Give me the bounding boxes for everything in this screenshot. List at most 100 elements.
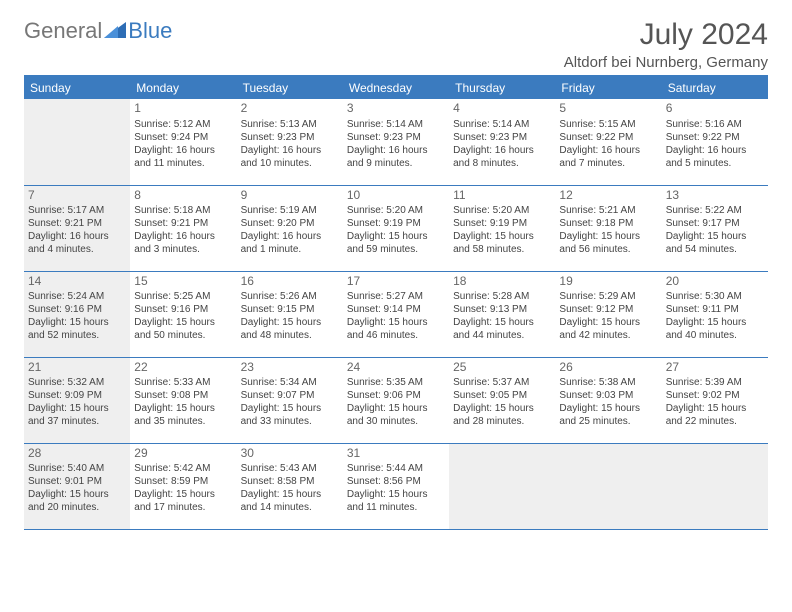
day-detail-line: Sunrise: 5:16 AM	[666, 118, 764, 131]
day-number: 26	[559, 360, 657, 376]
calendar-day: 2Sunrise: 5:13 AMSunset: 9:23 PMDaylight…	[237, 99, 343, 185]
day-number: 15	[134, 274, 232, 290]
day-number: 10	[347, 188, 445, 204]
day-number: 30	[241, 446, 339, 462]
day-detail-line: and 22 minutes.	[666, 415, 764, 428]
day-detail-line: Daylight: 15 hours	[347, 402, 445, 415]
day-detail-line: and 30 minutes.	[347, 415, 445, 428]
day-number: 19	[559, 274, 657, 290]
day-number: 13	[666, 188, 764, 204]
calendar-head: SundayMondayTuesdayWednesdayThursdayFrid…	[24, 76, 768, 99]
day-detail-line: Sunrise: 5:27 AM	[347, 290, 445, 303]
day-detail-line: Sunset: 9:19 PM	[453, 217, 551, 230]
day-detail-line: Daylight: 15 hours	[347, 316, 445, 329]
day-number: 12	[559, 188, 657, 204]
day-detail-line: Daylight: 15 hours	[453, 230, 551, 243]
day-detail-line: Sunrise: 5:40 AM	[28, 462, 126, 475]
day-detail-line: Sunset: 9:23 PM	[453, 131, 551, 144]
calendar-day: 10Sunrise: 5:20 AMSunset: 9:19 PMDayligh…	[343, 185, 449, 271]
day-number: 22	[134, 360, 232, 376]
day-detail-line: Daylight: 16 hours	[28, 230, 126, 243]
calendar-empty	[662, 443, 768, 529]
calendar-day: 3Sunrise: 5:14 AMSunset: 9:23 PMDaylight…	[343, 99, 449, 185]
day-detail-line: Sunrise: 5:43 AM	[241, 462, 339, 475]
calendar-week: 14Sunrise: 5:24 AMSunset: 9:16 PMDayligh…	[24, 271, 768, 357]
day-header: Monday	[130, 76, 236, 99]
day-detail-line: Sunset: 9:02 PM	[666, 389, 764, 402]
day-detail-line: Sunset: 9:23 PM	[347, 131, 445, 144]
day-detail-line: Daylight: 15 hours	[28, 316, 126, 329]
day-detail-line: and 42 minutes.	[559, 329, 657, 342]
calendar-day: 22Sunrise: 5:33 AMSunset: 9:08 PMDayligh…	[130, 357, 236, 443]
day-detail-line: Daylight: 15 hours	[453, 316, 551, 329]
day-detail-line: and 20 minutes.	[28, 501, 126, 514]
calendar-day: 15Sunrise: 5:25 AMSunset: 9:16 PMDayligh…	[130, 271, 236, 357]
day-header: Friday	[555, 76, 661, 99]
day-detail-line: Sunset: 9:06 PM	[347, 389, 445, 402]
day-detail-line: Sunrise: 5:17 AM	[28, 204, 126, 217]
day-header: Tuesday	[237, 76, 343, 99]
day-detail-line: and 25 minutes.	[559, 415, 657, 428]
day-detail-line: and 10 minutes.	[241, 157, 339, 170]
day-detail-line: Sunrise: 5:38 AM	[559, 376, 657, 389]
calendar-empty	[449, 443, 555, 529]
day-detail-line: Sunrise: 5:15 AM	[559, 118, 657, 131]
day-detail-line: Sunrise: 5:12 AM	[134, 118, 232, 131]
day-detail-line: Daylight: 15 hours	[241, 316, 339, 329]
day-number: 28	[28, 446, 126, 462]
day-detail-line: Sunrise: 5:26 AM	[241, 290, 339, 303]
calendar-page: General Blue July 2024 Altdorf bei Nurnb…	[0, 0, 792, 548]
day-detail-line: Daylight: 15 hours	[559, 230, 657, 243]
day-detail-line: Sunrise: 5:14 AM	[347, 118, 445, 131]
day-detail-line: Sunrise: 5:20 AM	[453, 204, 551, 217]
day-detail-line: and 7 minutes.	[559, 157, 657, 170]
day-number: 4	[453, 101, 551, 117]
day-detail-line: Sunrise: 5:19 AM	[241, 204, 339, 217]
calendar-empty	[24, 99, 130, 185]
day-number: 21	[28, 360, 126, 376]
day-number: 18	[453, 274, 551, 290]
day-number: 23	[241, 360, 339, 376]
calendar-day: 4Sunrise: 5:14 AMSunset: 9:23 PMDaylight…	[449, 99, 555, 185]
day-detail-line: and 59 minutes.	[347, 243, 445, 256]
calendar-day: 20Sunrise: 5:30 AMSunset: 9:11 PMDayligh…	[662, 271, 768, 357]
calendar-day: 31Sunrise: 5:44 AMSunset: 8:56 PMDayligh…	[343, 443, 449, 529]
day-detail-line: Sunrise: 5:22 AM	[666, 204, 764, 217]
day-detail-line: Sunrise: 5:28 AM	[453, 290, 551, 303]
day-detail-line: Daylight: 15 hours	[134, 402, 232, 415]
calendar-day: 5Sunrise: 5:15 AMSunset: 9:22 PMDaylight…	[555, 99, 661, 185]
location-subtitle: Altdorf bei Nurnberg, Germany	[564, 54, 768, 71]
day-detail-line: and 11 minutes.	[134, 157, 232, 170]
day-detail-line: Sunset: 8:59 PM	[134, 475, 232, 488]
day-detail-line: Sunrise: 5:33 AM	[134, 376, 232, 389]
day-detail-line: and 8 minutes.	[453, 157, 551, 170]
calendar-day: 12Sunrise: 5:21 AMSunset: 9:18 PMDayligh…	[555, 185, 661, 271]
calendar-day: 11Sunrise: 5:20 AMSunset: 9:19 PMDayligh…	[449, 185, 555, 271]
logo-triangle-icon	[104, 18, 126, 44]
calendar-day: 30Sunrise: 5:43 AMSunset: 8:58 PMDayligh…	[237, 443, 343, 529]
day-detail-line: Sunset: 9:19 PM	[347, 217, 445, 230]
day-detail-line: Sunset: 9:01 PM	[28, 475, 126, 488]
day-detail-line: Sunset: 8:56 PM	[347, 475, 445, 488]
calendar-day: 6Sunrise: 5:16 AMSunset: 9:22 PMDaylight…	[662, 99, 768, 185]
calendar-day: 17Sunrise: 5:27 AMSunset: 9:14 PMDayligh…	[343, 271, 449, 357]
day-detail-line: Daylight: 16 hours	[241, 144, 339, 157]
day-detail-line: Sunrise: 5:25 AM	[134, 290, 232, 303]
day-detail-line: Sunrise: 5:30 AM	[666, 290, 764, 303]
day-number: 6	[666, 101, 764, 117]
day-number: 7	[28, 188, 126, 204]
day-detail-line: Sunrise: 5:21 AM	[559, 204, 657, 217]
calendar-day: 7Sunrise: 5:17 AMSunset: 9:21 PMDaylight…	[24, 185, 130, 271]
calendar-day: 8Sunrise: 5:18 AMSunset: 9:21 PMDaylight…	[130, 185, 236, 271]
day-detail-line: Sunset: 9:12 PM	[559, 303, 657, 316]
day-detail-line: Sunrise: 5:37 AM	[453, 376, 551, 389]
day-detail-line: Sunset: 9:23 PM	[241, 131, 339, 144]
day-number: 3	[347, 101, 445, 117]
day-detail-line: and 3 minutes.	[134, 243, 232, 256]
day-detail-line: Sunset: 9:22 PM	[666, 131, 764, 144]
day-detail-line: Daylight: 16 hours	[134, 144, 232, 157]
day-detail-line: and 44 minutes.	[453, 329, 551, 342]
day-detail-line: Sunset: 9:08 PM	[134, 389, 232, 402]
day-detail-line: Sunset: 9:09 PM	[28, 389, 126, 402]
day-detail-line: Sunset: 9:17 PM	[666, 217, 764, 230]
